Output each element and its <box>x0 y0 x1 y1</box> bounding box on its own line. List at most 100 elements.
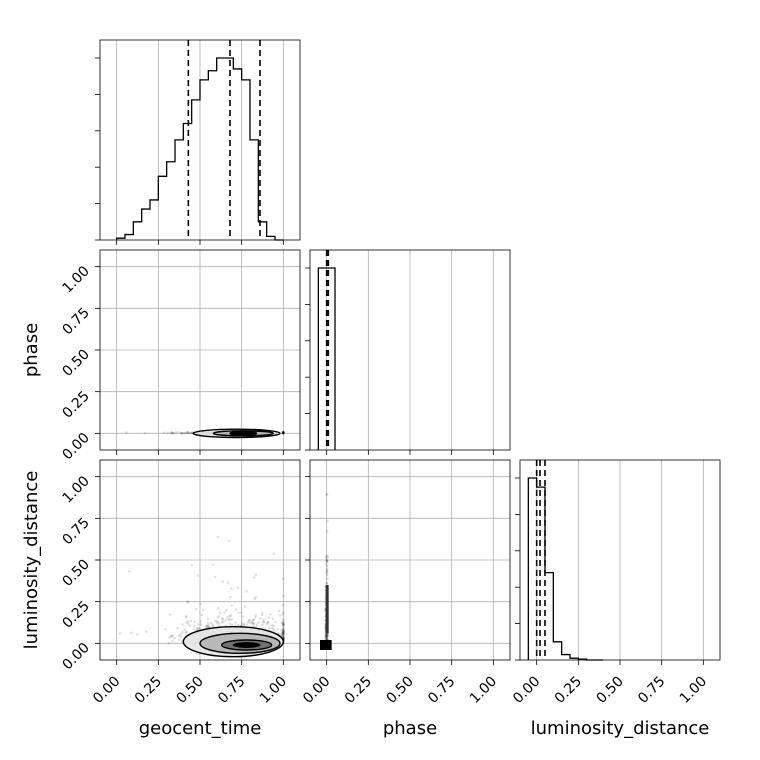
sample-point <box>325 569 329 573</box>
sample-point <box>325 635 329 638</box>
x-tick-label-1: 0.25 <box>132 674 165 707</box>
sample-point <box>190 431 194 435</box>
sample-point <box>324 636 328 639</box>
sample-point <box>281 628 285 632</box>
sample-point <box>180 431 183 435</box>
sample-point <box>262 618 266 622</box>
x-tick-label-3: 0.75 <box>215 674 248 707</box>
sample-point <box>260 611 264 615</box>
sample-point <box>274 620 277 624</box>
y-tick-label-4: 1.00 <box>59 473 92 506</box>
sample-point <box>245 623 249 626</box>
sample-point <box>175 431 178 434</box>
sample-point <box>325 633 329 636</box>
sample-point <box>326 519 329 523</box>
sample-point <box>280 621 283 625</box>
sample-point <box>325 634 328 638</box>
sample-point <box>206 625 210 629</box>
sample-point <box>271 617 275 621</box>
sample-point <box>282 631 285 635</box>
sample-point <box>241 615 244 618</box>
sample-point <box>282 431 285 435</box>
panel-content <box>118 535 285 658</box>
sample-point <box>325 571 329 575</box>
sample-point <box>282 622 285 626</box>
sample-point <box>325 581 328 585</box>
sample-point <box>282 431 285 435</box>
sample-point <box>184 614 188 618</box>
sample-point <box>282 431 285 435</box>
sample-point <box>252 622 255 625</box>
sample-point <box>242 623 246 627</box>
sample-point <box>181 630 184 634</box>
sample-point <box>282 611 285 614</box>
sample-point <box>172 431 175 435</box>
sample-point <box>325 567 329 571</box>
sample-point <box>281 431 285 434</box>
density-core <box>320 640 332 650</box>
panel-border <box>309 249 511 451</box>
sample-point <box>125 431 128 434</box>
sample-point <box>240 611 243 614</box>
sample-point <box>282 627 285 630</box>
sample-point <box>211 624 215 628</box>
sample-point <box>261 623 264 627</box>
sample-point <box>118 632 122 635</box>
sample-point <box>246 620 250 624</box>
sample-point <box>211 563 215 566</box>
sample-point <box>230 618 234 621</box>
sample-point <box>282 431 285 434</box>
sample-point <box>247 618 251 622</box>
sample-point <box>268 626 271 630</box>
panel-content <box>125 428 285 439</box>
sample-point <box>282 623 285 627</box>
sample-point <box>258 616 262 620</box>
sample-point <box>229 595 232 599</box>
x-tick-label-0: 0.00 <box>510 674 543 707</box>
sample-point <box>220 620 224 624</box>
sample-point <box>282 629 285 633</box>
sample-point <box>282 627 285 630</box>
sample-point <box>234 621 237 624</box>
sample-point <box>281 431 284 435</box>
sample-point <box>234 608 238 611</box>
sample-point <box>282 594 285 598</box>
sample-point <box>325 635 328 638</box>
sample-point <box>277 609 281 613</box>
sample-point <box>127 570 131 573</box>
sample-point <box>179 635 183 638</box>
sample-point <box>223 619 227 623</box>
sample-point <box>188 624 192 627</box>
sample-point <box>172 431 175 435</box>
sample-point <box>167 636 171 639</box>
sample-point <box>325 564 329 568</box>
sample-point <box>281 631 284 635</box>
sample-point <box>221 617 224 620</box>
y-tick-label-0: 0.00 <box>59 430 92 463</box>
sample-point <box>282 431 285 435</box>
sample-point <box>167 641 171 645</box>
sample-point <box>326 637 329 641</box>
sample-point <box>169 634 173 638</box>
sample-point <box>216 619 219 623</box>
sample-point <box>184 615 188 619</box>
sample-point <box>282 431 285 435</box>
sample-point <box>278 614 282 617</box>
sample-point <box>196 626 199 630</box>
sample-point <box>282 624 285 628</box>
sample-point <box>324 635 328 639</box>
sample-point <box>325 573 329 577</box>
sample-point <box>248 621 252 625</box>
x-axis-label-phase: phase <box>383 718 437 739</box>
density-strip <box>325 585 329 634</box>
y-tick-label-3: 0.75 <box>59 305 92 338</box>
sample-point <box>228 617 231 621</box>
sample-point <box>228 614 231 618</box>
panel-border <box>99 249 301 451</box>
sample-point <box>205 624 209 628</box>
panel-border <box>99 39 301 241</box>
sample-point <box>254 616 257 619</box>
y-tick-label-1: 0.25 <box>59 598 92 631</box>
sample-point <box>282 630 285 633</box>
